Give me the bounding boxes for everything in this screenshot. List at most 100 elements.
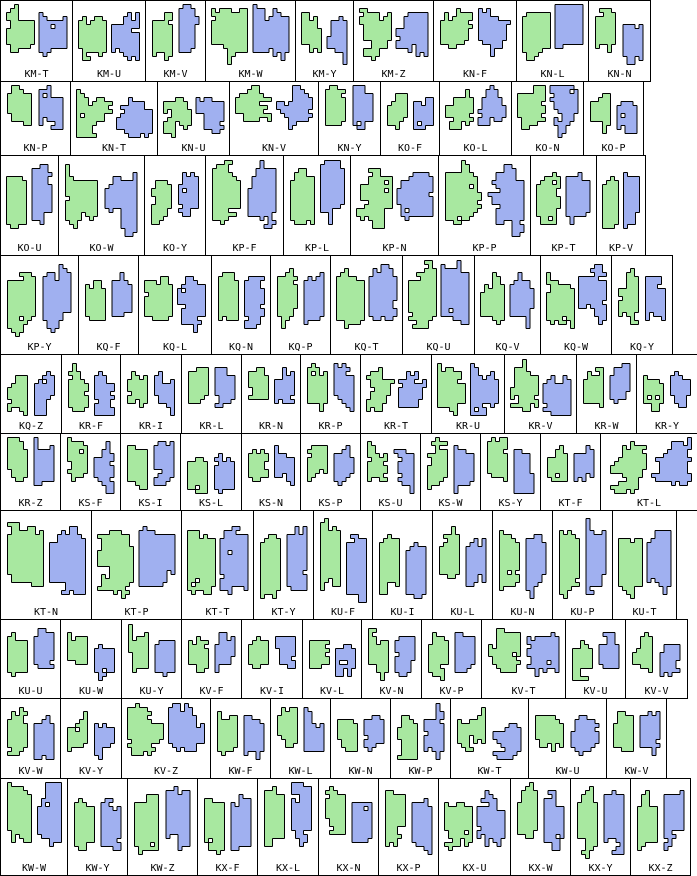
tile-label: KQ-Y [629, 342, 655, 353]
tile-label: KX-P [396, 863, 421, 874]
tile-cell: KQ-W [540, 255, 612, 355]
tile-art [7, 264, 72, 337]
green-polyomino [127, 445, 148, 490]
tile-label: KT-N [33, 607, 59, 618]
tile-label: KU-T [632, 607, 657, 618]
tile-label: KO-F [397, 143, 423, 154]
tile-label: KO-P [601, 143, 626, 154]
blue-polyomino [286, 526, 308, 591]
green-polyomino [387, 93, 408, 130]
green-polyomino [637, 790, 658, 851]
tile-cell: KN-F [433, 0, 517, 82]
tile-cell: KQ-P [270, 255, 331, 355]
tile-art [68, 363, 115, 416]
tile-art [260, 526, 308, 599]
tile-label: KO-L [463, 143, 488, 154]
tile-art [590, 93, 638, 134]
tile-cell: KR-W [576, 354, 637, 434]
blue-polyomino [214, 367, 236, 408]
tile-label: KX-N [336, 863, 361, 874]
tile-cell: KP-L [283, 155, 351, 256]
tile-art [517, 85, 579, 138]
tile-cell: KU-L [432, 510, 493, 620]
blue-polyomino [663, 790, 685, 851]
green-polyomino [290, 168, 315, 225]
tile-art [583, 363, 631, 408]
tile-cell: KS-W [420, 433, 481, 511]
green-polyomino [76, 89, 113, 138]
tile-cell: KN-N [588, 0, 651, 82]
tile-art [7, 85, 64, 130]
tile-art [522, 4, 584, 61]
tile-cell: KV-V [625, 619, 688, 699]
green-polyomino [85, 280, 106, 321]
green-polyomino [535, 715, 564, 752]
tile-art [546, 264, 607, 329]
green-polyomino [379, 534, 400, 595]
tile-label: KT-P [124, 607, 149, 618]
green-polyomino [488, 628, 521, 673]
tile-cell: KP-P [438, 155, 531, 256]
green-polyomino [67, 632, 88, 665]
tile-art [127, 371, 175, 416]
tile-cell: KM-W [205, 0, 296, 82]
blue-polyomino [573, 445, 595, 482]
tile-cell: KN-V [229, 81, 319, 156]
green-polyomino [7, 632, 28, 677]
green-polyomino [428, 632, 449, 681]
green-polyomino [368, 628, 389, 681]
blue-polyomino [247, 160, 277, 229]
blue-polyomino [333, 445, 355, 486]
tile-cell: KT-P [91, 510, 182, 620]
tile-art [572, 632, 620, 681]
tile-cell: KR-T [360, 354, 432, 434]
green-polyomino [264, 786, 285, 847]
blue-polyomino [476, 790, 506, 847]
blue-polyomino [477, 85, 507, 126]
tile-art [437, 363, 499, 416]
tile-art [613, 711, 661, 756]
tile-cell: KV-Y [60, 698, 122, 779]
tile-label: KT-T [205, 607, 230, 618]
tile-art [235, 85, 313, 130]
blue-polyomino [570, 715, 600, 756]
tile-art [290, 160, 345, 225]
blue-polyomino [509, 272, 535, 329]
tile-cell: KT-F [540, 433, 601, 511]
tile-label: KQ-F [96, 342, 121, 353]
green-polyomino [188, 367, 209, 404]
tile-art [128, 624, 176, 677]
tile-label: KV-F [199, 686, 224, 697]
blue-polyomino [243, 715, 265, 760]
tile-cell: KX-F [197, 778, 258, 876]
tile-art [325, 786, 373, 843]
tile-cell: KS-U [360, 433, 421, 511]
tile-label: KM-Z [381, 69, 406, 80]
tile-label: KS-P [318, 498, 343, 509]
tile-cell: KW-W [0, 778, 68, 876]
tile-cell: KS-N [241, 433, 301, 511]
tile-cell: KV-U [565, 619, 626, 699]
blue-polyomino [33, 628, 55, 669]
tile-cell: KT-Y [253, 510, 314, 620]
green-polyomino [151, 180, 172, 225]
tile-label: KV-I [259, 686, 285, 697]
green-polyomino [610, 441, 647, 494]
tile-cell: KR-Z [0, 433, 61, 511]
green-polyomino [613, 711, 634, 752]
green-polyomino [583, 367, 604, 408]
tile-art [367, 441, 415, 494]
tile-cell: KV-Z [121, 698, 211, 779]
green-polyomino [632, 632, 653, 673]
tile-art [78, 12, 140, 61]
tile-label: KP-T [551, 243, 576, 254]
tile-cell: KX-P [378, 778, 439, 876]
tile-label: KX-Y [588, 863, 613, 874]
green-polyomino [427, 437, 448, 490]
tile-cell: KQ-V [474, 255, 541, 355]
blue-polyomino [93, 441, 115, 494]
tile-cell: KP-V [596, 155, 646, 256]
tile-art [637, 790, 685, 851]
tile-label: KN-Y [337, 143, 362, 154]
tile-label: KU-U [18, 686, 43, 697]
